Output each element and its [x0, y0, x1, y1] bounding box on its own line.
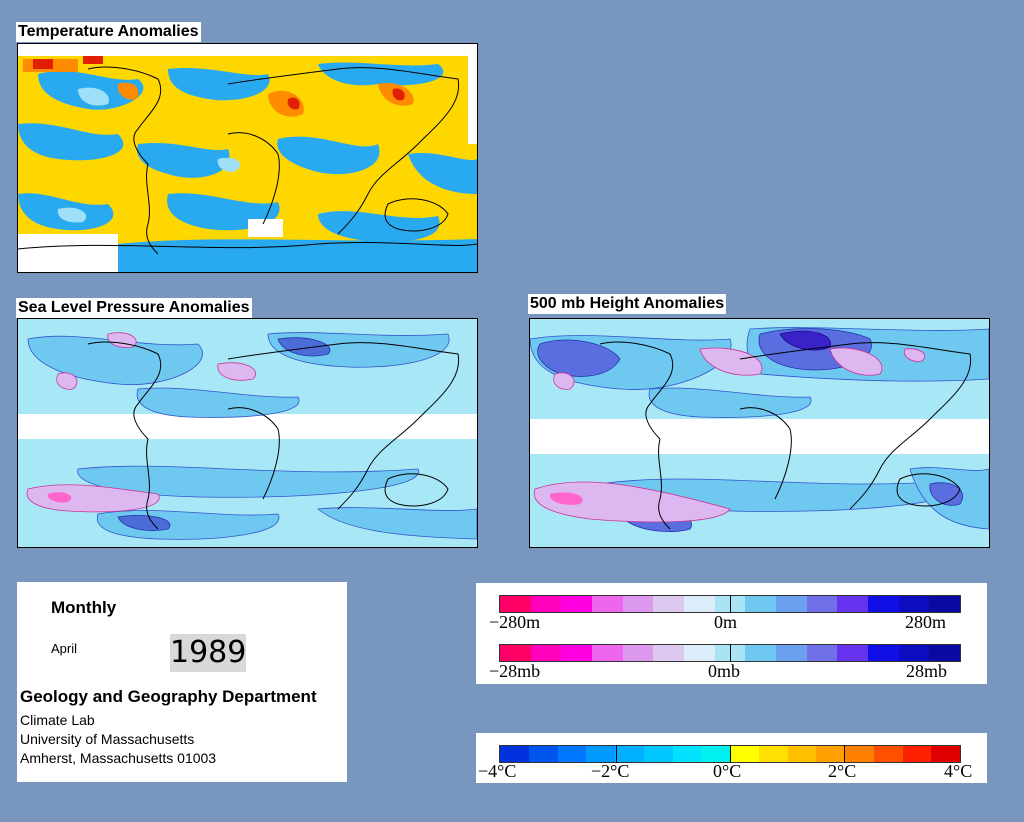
temperature-swatch	[873, 746, 903, 762]
pressure-zero-tick	[730, 644, 731, 662]
height500-anomaly-map	[529, 318, 990, 548]
pressure-swatch	[561, 645, 593, 661]
temperature-swatch	[672, 746, 702, 762]
pressure-swatch	[745, 645, 777, 661]
height-swatch	[776, 596, 807, 612]
temp-label-max: 4°C	[944, 761, 973, 781]
temperature-panel-title: Temperature Anomalies	[16, 22, 201, 42]
pressure-swatch	[929, 645, 961, 661]
temperature-anomaly-map	[17, 43, 478, 273]
university-name: University of Massachusetts	[20, 731, 195, 747]
lab-name: Climate Lab	[20, 712, 95, 728]
height-swatch	[898, 596, 930, 612]
temperature-swatch	[758, 746, 788, 762]
temperature-swatch	[701, 746, 730, 762]
pressure-min-label: −28mb	[489, 661, 541, 681]
height-max-label: 280m	[905, 612, 947, 632]
height-swatch	[561, 596, 593, 612]
temperature-legend: −4°C −2°C 0°C 2°C 4°C	[476, 733, 987, 783]
temperature-swatch	[902, 746, 932, 762]
height-swatch	[806, 596, 838, 612]
pressure-mid-label: 0mb	[708, 661, 741, 681]
temperature-swatch	[643, 746, 673, 762]
height-swatch	[500, 596, 531, 612]
temperature-swatch	[557, 746, 587, 762]
temp-label-pos2: 2°C	[828, 761, 857, 781]
height-pressure-legend: −280m 0m 280m −28mb 0mb 28mb	[476, 583, 987, 684]
temp-tick-3	[844, 745, 845, 763]
slp-anomaly-map	[17, 318, 478, 548]
pressure-swatch	[592, 645, 623, 661]
temp-label-neg2: −2°C	[591, 761, 630, 781]
height-swatch	[530, 596, 562, 612]
height-swatch	[837, 596, 869, 612]
pressure-swatch	[837, 645, 869, 661]
temp-label-zero: 0°C	[713, 761, 742, 781]
temperature-swatch	[730, 746, 759, 762]
month-label: April	[51, 641, 78, 656]
height-mid-label: 0m	[714, 612, 738, 632]
height-swatch	[592, 596, 623, 612]
pressure-max-label: 28mb	[906, 661, 948, 681]
info-panel: Monthly April 1989 Geology and Geography…	[17, 582, 347, 782]
temperature-swatch	[615, 746, 644, 762]
temperature-swatch	[931, 746, 960, 762]
period-label: Monthly	[51, 598, 117, 617]
pressure-swatch	[500, 645, 531, 661]
height-swatch	[684, 596, 715, 612]
department-name: Geology and Geography Department	[20, 687, 317, 706]
pressure-swatch	[684, 645, 715, 661]
height-swatch	[868, 596, 899, 612]
pressure-swatch	[653, 645, 685, 661]
height-zero-tick	[730, 595, 731, 613]
temperature-swatch	[816, 746, 845, 762]
temperature-swatch	[787, 746, 817, 762]
height-swatch	[622, 596, 654, 612]
pressure-swatch	[806, 645, 838, 661]
height500-panel-title: 500 mb Height Anomalies	[528, 294, 727, 314]
address-line: Amherst, Massachusetts 01003	[20, 750, 217, 766]
height-swatch	[653, 596, 685, 612]
temperature-swatch	[528, 746, 558, 762]
pressure-swatch	[898, 645, 930, 661]
temp-tick-2	[730, 745, 731, 763]
temp-tick-1	[616, 745, 617, 763]
height-min-label: −280m	[489, 612, 541, 632]
pressure-swatch	[776, 645, 807, 661]
temperature-swatch	[500, 746, 529, 762]
temperature-color-bar	[499, 745, 961, 763]
temperature-swatch	[586, 746, 615, 762]
year-label: 1989	[170, 634, 247, 672]
temp-label-min: −4°C	[478, 761, 517, 781]
height-swatch	[929, 596, 961, 612]
height-swatch	[745, 596, 777, 612]
pressure-swatch	[622, 645, 654, 661]
temperature-swatch	[845, 746, 874, 762]
pressure-swatch	[868, 645, 899, 661]
slp-panel-title: Sea Level Pressure Anomalies	[16, 298, 252, 318]
pressure-swatch	[530, 645, 562, 661]
